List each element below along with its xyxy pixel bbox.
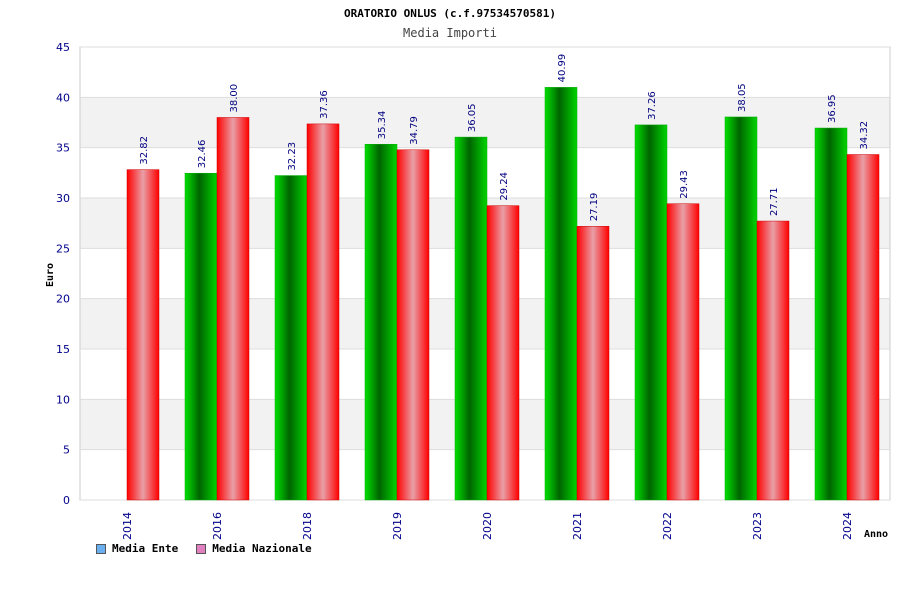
bar-media-ente-2022 bbox=[634, 124, 668, 501]
x-tick-label: 2016 bbox=[211, 512, 224, 540]
bar-media-nazionale-2016 bbox=[216, 117, 250, 501]
value-labels: 32.82 32.46 38.00 32.23 37.36 35.34 34.79 36.05… bbox=[139, 54, 870, 222]
y-tick-label: 10 bbox=[56, 393, 70, 406]
y-tick-label: 5 bbox=[63, 444, 70, 457]
y-tick-label: 0 bbox=[63, 494, 70, 507]
value-label: 34.32 bbox=[859, 121, 870, 150]
bar-media-ente-2020 bbox=[454, 136, 488, 501]
legend-label-media-nazionale: Media Nazionale bbox=[212, 542, 312, 555]
bar-media-nazionale-2020 bbox=[486, 205, 520, 501]
bar-media-nazionale-2023 bbox=[756, 220, 790, 501]
legend-swatch-media-nazionale bbox=[196, 543, 207, 554]
legend-label-media-ente: Media Ente bbox=[112, 542, 179, 555]
bar-media-nazionale-2022 bbox=[666, 203, 700, 501]
x-tick-label: 2021 bbox=[571, 512, 584, 540]
value-label: 34.79 bbox=[409, 116, 420, 145]
x-axis-label: Anno bbox=[864, 529, 888, 540]
y-tick-label: 35 bbox=[56, 142, 70, 155]
y-axis-ticks: 0 5 10 15 20 25 30 35 40 45 bbox=[56, 41, 70, 507]
value-label: 32.23 bbox=[287, 142, 298, 171]
x-tick-label: 2019 bbox=[391, 512, 404, 540]
bar-media-nazionale-2014 bbox=[126, 169, 160, 501]
y-tick-label: 45 bbox=[56, 41, 70, 54]
value-label: 37.26 bbox=[647, 91, 658, 120]
chart-title: ORATORIO ONLUS (c.f.97534570581) bbox=[344, 7, 556, 20]
value-label: 36.95 bbox=[827, 94, 838, 123]
y-tick-label: 40 bbox=[56, 91, 70, 104]
x-tick-label: 2022 bbox=[661, 512, 674, 540]
x-axis-ticks: 2014 2016 2018 2019 2020 2021 2022 2023 2024 bbox=[121, 512, 854, 540]
value-label: 29.43 bbox=[679, 170, 690, 199]
x-tick-label: 2018 bbox=[301, 512, 314, 540]
bar-media-nazionale-2024 bbox=[846, 154, 880, 501]
bar-media-nazionale-2018 bbox=[306, 123, 340, 501]
value-label: 32.82 bbox=[139, 136, 150, 165]
value-label: 37.36 bbox=[319, 90, 330, 119]
value-label: 29.24 bbox=[499, 172, 510, 201]
value-label: 38.00 bbox=[229, 84, 240, 113]
legend-item-media-nazionale: Media Nazionale bbox=[196, 542, 312, 555]
plot-band bbox=[80, 47, 890, 98]
y-tick-label: 30 bbox=[56, 192, 70, 205]
legend: Media Ente Media Nazionale bbox=[96, 542, 312, 555]
bar-media-ente-2023 bbox=[724, 116, 758, 501]
value-label: 38.05 bbox=[737, 83, 748, 112]
bars bbox=[126, 87, 880, 501]
bar-media-nazionale-2019 bbox=[396, 149, 430, 501]
bar-media-ente-2016 bbox=[184, 172, 218, 501]
x-tick-label: 2024 bbox=[841, 512, 854, 540]
value-label: 35.34 bbox=[377, 111, 388, 140]
y-tick-label: 15 bbox=[56, 343, 70, 356]
legend-swatch-media-ente bbox=[96, 543, 106, 554]
x-tick-label: 2014 bbox=[121, 512, 134, 540]
chart-subtitle: Media Importi bbox=[403, 26, 497, 40]
value-label: 27.71 bbox=[769, 187, 780, 216]
bar-media-ente-2019 bbox=[364, 143, 398, 501]
y-tick-label: 20 bbox=[56, 293, 70, 306]
legend-item-media-ente: Media Ente bbox=[96, 542, 178, 555]
bar-media-nazionale-2021 bbox=[576, 226, 610, 501]
value-label: 36.05 bbox=[467, 103, 478, 132]
bar-media-ente-2018 bbox=[274, 175, 308, 501]
value-label: 32.46 bbox=[197, 140, 208, 169]
x-tick-label: 2020 bbox=[481, 512, 494, 540]
bar-media-ente-2024 bbox=[814, 127, 848, 501]
bar-media-ente-2021 bbox=[544, 87, 578, 501]
y-tick-label: 25 bbox=[56, 242, 70, 255]
value-label: 40.99 bbox=[557, 54, 568, 83]
x-tick-label: 2023 bbox=[751, 512, 764, 540]
y-axis-label: Euro bbox=[45, 263, 56, 287]
value-label: 27.19 bbox=[589, 193, 600, 222]
